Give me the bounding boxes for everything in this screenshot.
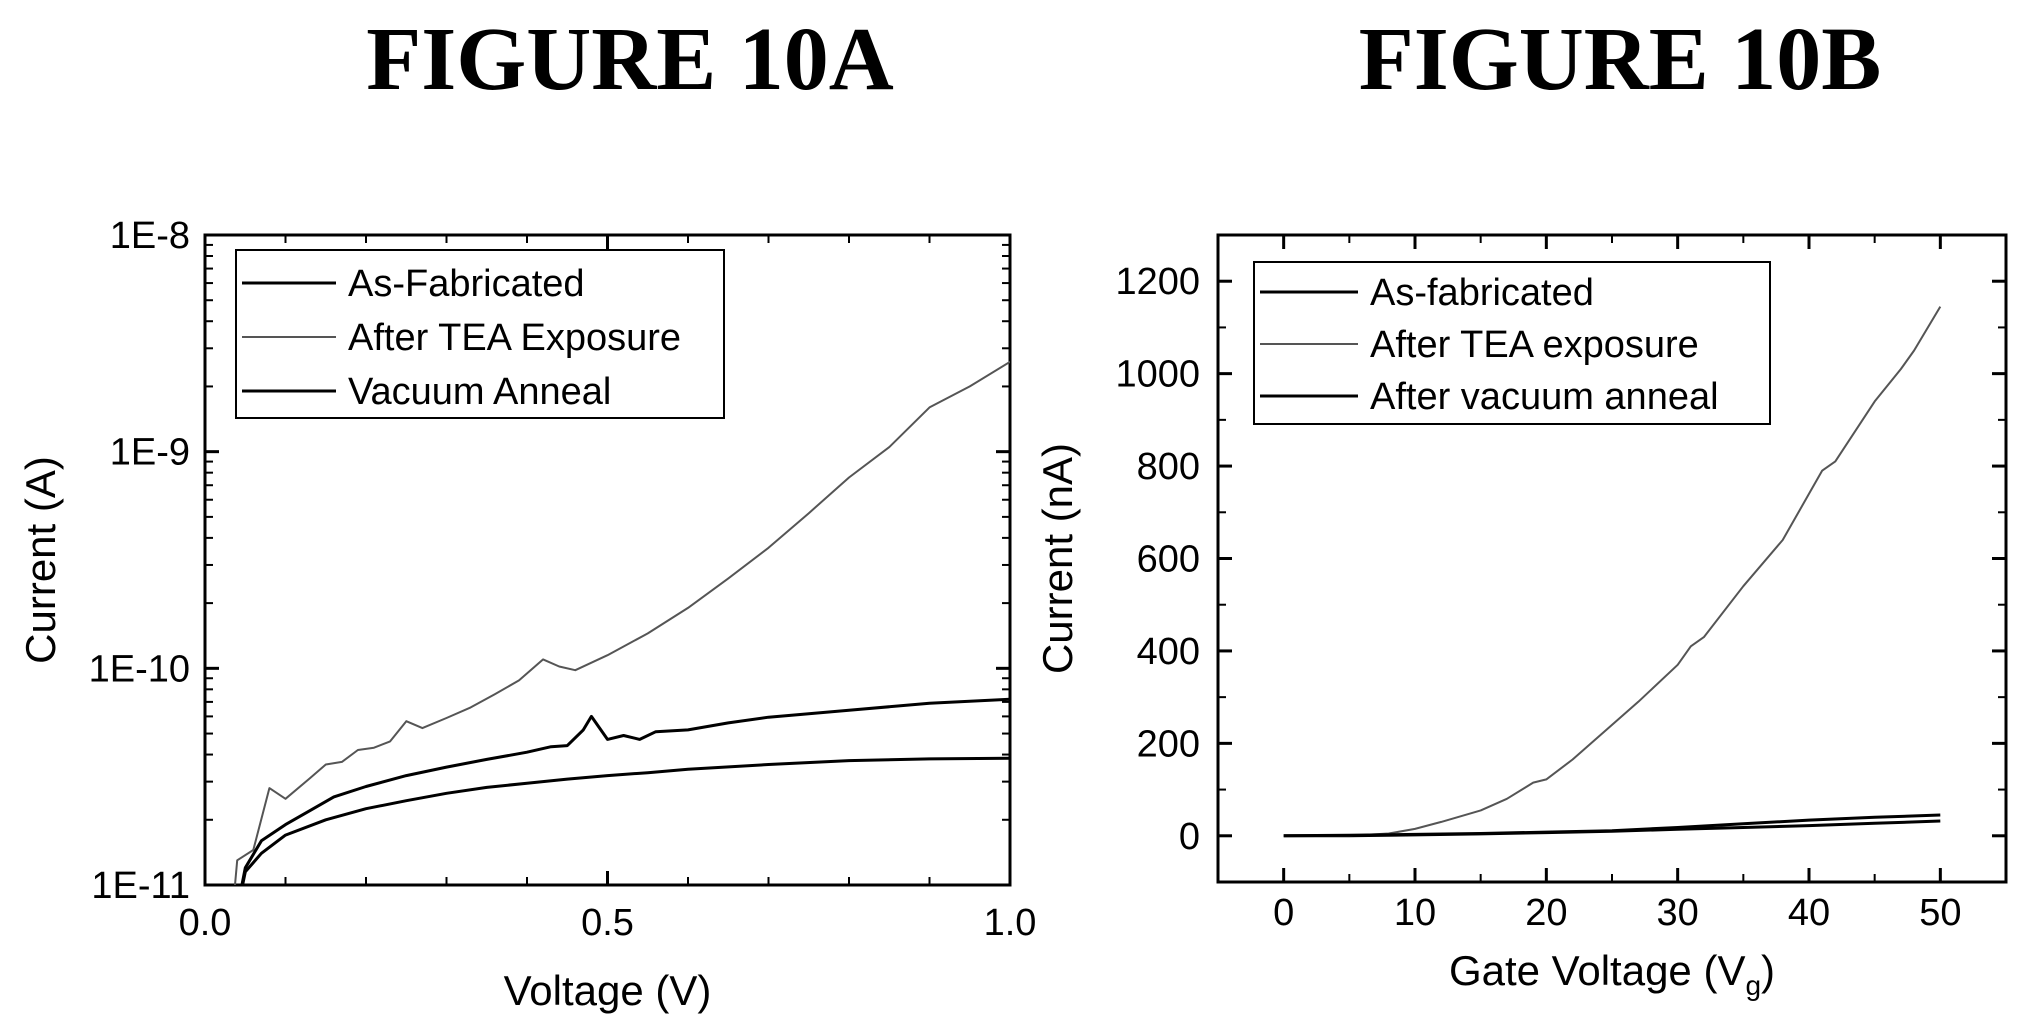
- legend-label-2: After TEA Exposure: [348, 317, 681, 359]
- series-group: [1283, 306, 1942, 838]
- legend-label-1: As-Fabricated: [348, 263, 585, 305]
- y-axis-label: Current (nA): [1034, 443, 1081, 674]
- x-tick-label: 50: [1919, 892, 1961, 934]
- y-tick-label: 1E-10: [89, 648, 190, 690]
- series-group: [233, 360, 1010, 885]
- x-axis-label-subscript: g: [1745, 970, 1761, 1001]
- x-tick-label: 40: [1788, 892, 1830, 934]
- x-tick-label: 1.0: [984, 902, 1037, 944]
- figure-10b-title: FIGURE 10B: [1358, 10, 1882, 109]
- series-line-3: [240, 697, 1010, 885]
- legend-label-3: After vacuum anneal: [1370, 376, 1719, 418]
- y-tick-label: 0: [1179, 816, 1200, 858]
- x-tick-label: 30: [1657, 892, 1699, 934]
- x-axis-label: Gate Voltage (Vg): [1449, 947, 1775, 1001]
- x-axis-label-suffix: ): [1761, 947, 1775, 994]
- y-axis-label: Current (A): [17, 456, 64, 664]
- chart-10a: 0.0 0.5 1.0 1E-11 1E-10 1E-9 1E-8 Voltage (V) Cu…: [17, 215, 1036, 1014]
- y-tick-label: 1200: [1115, 261, 1200, 303]
- y-tick-label: 1E-11: [91, 865, 190, 907]
- y-tick-label: 200: [1137, 723, 1200, 765]
- series-line-2: [1283, 306, 1942, 837]
- x-tick-label: 0.5: [581, 902, 634, 944]
- legend-label-2: After TEA exposure: [1370, 324, 1699, 366]
- series-line-2: [233, 360, 1010, 885]
- y-tick-label: 1E-8: [110, 215, 190, 257]
- y-tick-label: 600: [1137, 539, 1200, 581]
- x-tick-label: 0: [1273, 892, 1294, 934]
- figure-10a-title: FIGURE 10A: [366, 10, 894, 109]
- chart-10b: 0 10 20 30 40 50 0 200 400 600 800 1000 1200 Gate Vol…: [1034, 233, 2008, 1001]
- y-tick-label: 800: [1137, 446, 1200, 488]
- x-tick-label: 10: [1394, 892, 1436, 934]
- x-tick-label: 0.0: [179, 902, 232, 944]
- x-tick-label: 20: [1525, 892, 1567, 934]
- y-tick-label: 1000: [1115, 354, 1200, 396]
- legend-label-3: Vacuum Anneal: [348, 371, 611, 413]
- x-axis-label: Voltage (V): [504, 967, 712, 1014]
- y-tick-label: 400: [1137, 631, 1200, 673]
- legend-label-1: As-fabricated: [1370, 272, 1594, 314]
- series-line-1: [241, 756, 1010, 885]
- y-tick-label: 1E-9: [110, 432, 190, 474]
- series-line-3: [1283, 813, 1941, 838]
